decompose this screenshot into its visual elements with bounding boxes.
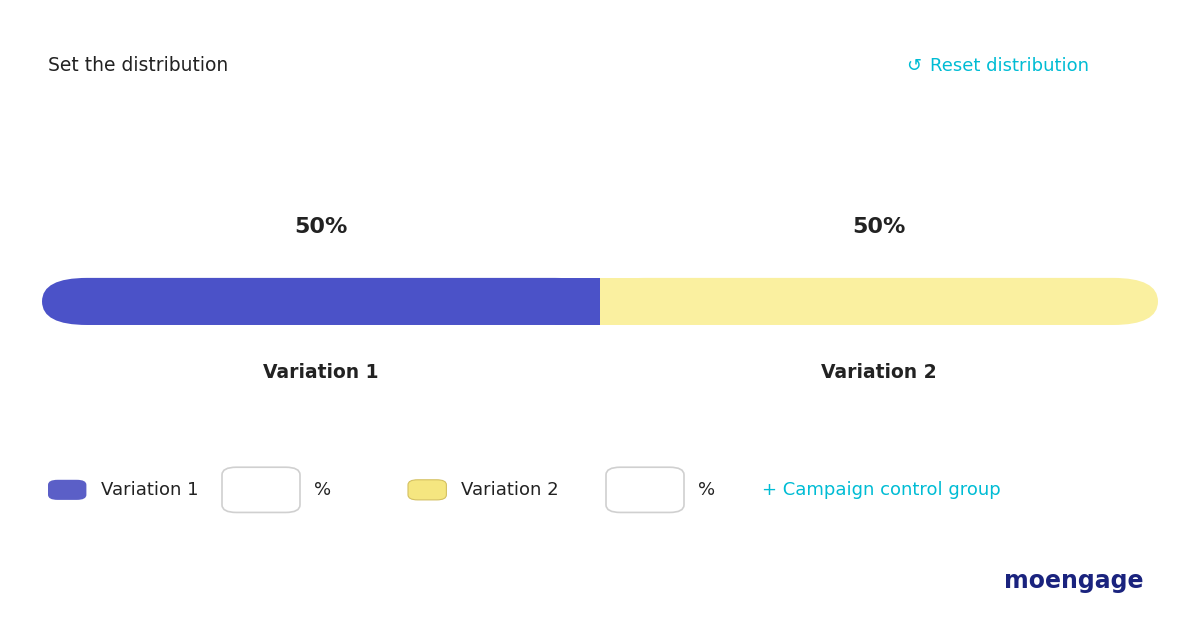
Text: moengage: moengage — [1004, 569, 1144, 593]
Text: Variation 2: Variation 2 — [461, 481, 558, 499]
Text: Set the distribution: Set the distribution — [48, 57, 228, 75]
Text: + Campaign control group: + Campaign control group — [762, 481, 1001, 499]
Text: ▲: ▲ — [282, 475, 289, 484]
Text: 50: 50 — [623, 481, 648, 499]
FancyBboxPatch shape — [48, 480, 86, 500]
Text: 50: 50 — [239, 481, 264, 499]
FancyBboxPatch shape — [600, 278, 1158, 325]
Text: ↺: ↺ — [906, 57, 922, 75]
Text: Variation 1: Variation 1 — [263, 362, 379, 382]
Text: %: % — [698, 481, 715, 499]
Text: 50%: 50% — [852, 217, 906, 237]
Text: %: % — [314, 481, 331, 499]
FancyBboxPatch shape — [42, 278, 600, 325]
FancyBboxPatch shape — [222, 467, 300, 512]
FancyBboxPatch shape — [606, 467, 684, 512]
Text: ▲: ▲ — [666, 475, 673, 484]
Text: Variation 1: Variation 1 — [101, 481, 198, 499]
Text: ▼: ▼ — [282, 496, 289, 505]
Text: ▼: ▼ — [666, 496, 673, 505]
Text: 50%: 50% — [294, 217, 348, 237]
FancyBboxPatch shape — [408, 480, 446, 500]
Text: Variation 2: Variation 2 — [821, 362, 937, 382]
Bar — [554, 278, 600, 325]
Text: Reset distribution: Reset distribution — [930, 57, 1090, 75]
Bar — [600, 278, 646, 325]
